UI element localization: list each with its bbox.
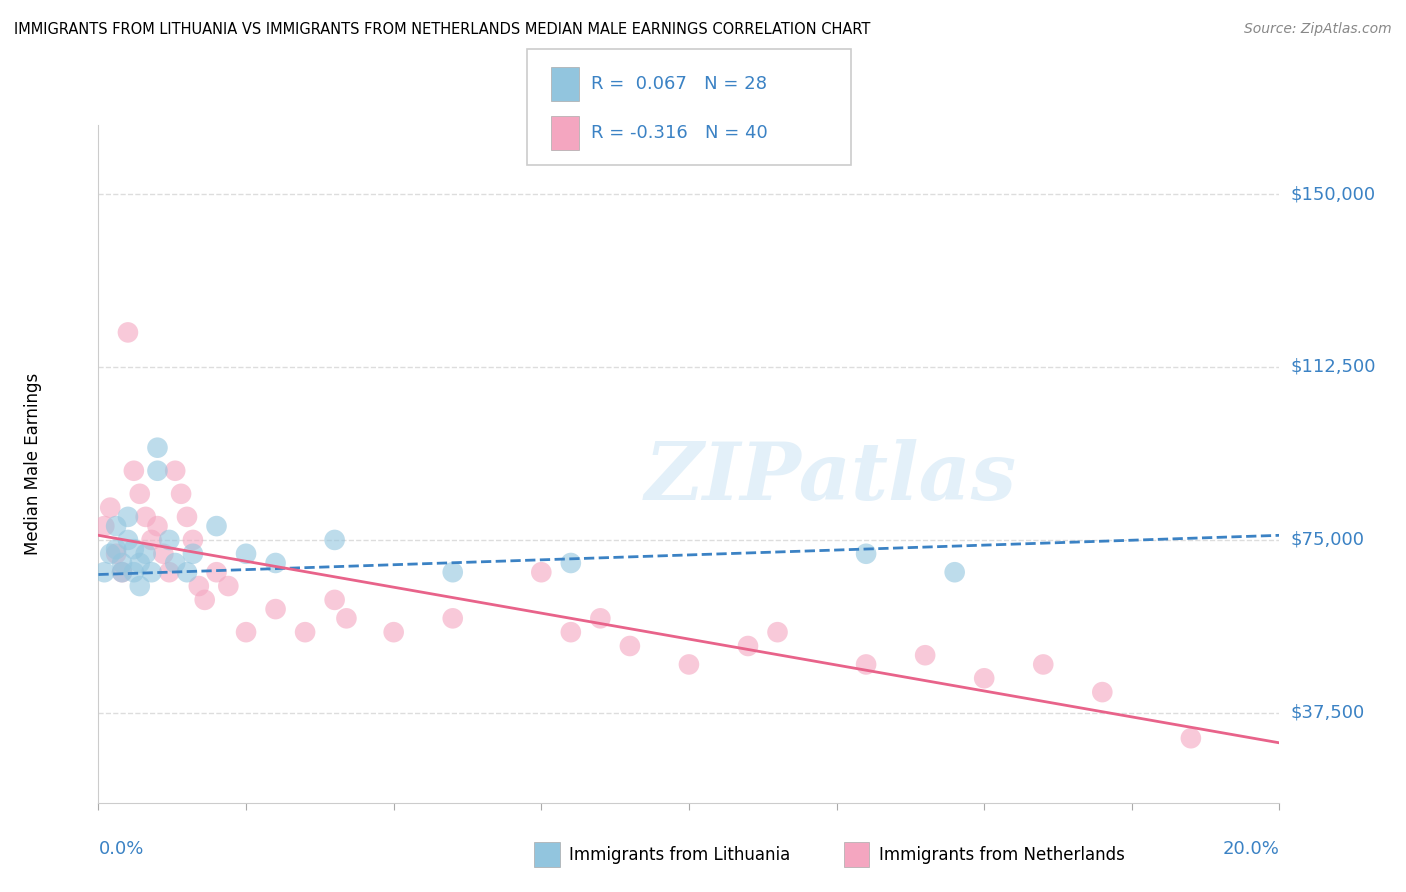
Point <box>943 565 966 579</box>
Point <box>122 542 145 557</box>
Text: IMMIGRANTS FROM LITHUANIA VS IMMIGRANTS FROM NETHERLANDS MEDIAN MALE EARNINGS CO: IMMIGRANTS FROM LITHUANIA VS IMMIGRANTS … <box>14 22 870 37</box>
Point <box>205 565 228 579</box>
Text: $37,500: $37,500 <box>1291 704 1365 722</box>
Point <box>855 547 877 561</box>
Point <box>1032 657 1054 672</box>
Point <box>187 579 209 593</box>
Point <box>157 533 180 547</box>
Point <box>128 556 150 570</box>
Text: 0.0%: 0.0% <box>98 839 143 858</box>
Point <box>335 611 357 625</box>
Point <box>264 556 287 570</box>
Text: R =  0.067   N = 28: R = 0.067 N = 28 <box>591 75 766 93</box>
Text: ZIPatlas: ZIPatlas <box>644 439 1017 516</box>
Point <box>619 639 641 653</box>
Point <box>146 464 169 478</box>
Point <box>294 625 316 640</box>
Point <box>973 671 995 685</box>
Point <box>122 565 145 579</box>
Point <box>117 509 139 524</box>
Point <box>93 519 115 533</box>
Point <box>98 500 121 515</box>
Point <box>323 593 346 607</box>
Point <box>111 565 134 579</box>
Point <box>141 565 163 579</box>
Point <box>1180 731 1202 746</box>
Point <box>165 556 187 570</box>
Text: Immigrants from Lithuania: Immigrants from Lithuania <box>569 846 790 863</box>
Point <box>323 533 346 547</box>
Point <box>181 547 204 561</box>
Point <box>176 509 198 524</box>
Point <box>217 579 239 593</box>
Point <box>855 657 877 672</box>
Point <box>235 625 257 640</box>
Point <box>1091 685 1114 699</box>
Point <box>530 565 553 579</box>
Point <box>128 487 150 501</box>
Point <box>122 464 145 478</box>
Point <box>914 648 936 663</box>
Point <box>111 565 134 579</box>
Text: $112,500: $112,500 <box>1291 358 1376 376</box>
Point <box>205 519 228 533</box>
Text: Source: ZipAtlas.com: Source: ZipAtlas.com <box>1244 22 1392 37</box>
Text: Immigrants from Netherlands: Immigrants from Netherlands <box>879 846 1125 863</box>
Point <box>560 625 582 640</box>
Point <box>560 556 582 570</box>
Point <box>141 533 163 547</box>
Text: $150,000: $150,000 <box>1291 185 1375 203</box>
Point <box>117 326 139 340</box>
Point <box>105 542 128 557</box>
Point <box>235 547 257 561</box>
Point <box>181 533 204 547</box>
Point <box>382 625 405 640</box>
Text: Median Male Earnings: Median Male Earnings <box>24 373 42 555</box>
Point <box>170 487 193 501</box>
Point <box>135 509 157 524</box>
Point <box>589 611 612 625</box>
Point <box>441 565 464 579</box>
Point <box>128 579 150 593</box>
Point <box>146 519 169 533</box>
Point <box>111 556 134 570</box>
Point <box>441 611 464 625</box>
Text: $75,000: $75,000 <box>1291 531 1365 549</box>
Point <box>157 565 180 579</box>
Text: 20.0%: 20.0% <box>1223 839 1279 858</box>
Text: R = -0.316   N = 40: R = -0.316 N = 40 <box>591 124 768 142</box>
Point <box>105 547 128 561</box>
Point <box>264 602 287 616</box>
Point <box>146 441 169 455</box>
Point <box>135 547 157 561</box>
Point <box>165 464 187 478</box>
Point <box>176 565 198 579</box>
Point <box>93 565 115 579</box>
Point <box>152 547 174 561</box>
Point <box>98 547 121 561</box>
Point <box>105 519 128 533</box>
Point <box>117 533 139 547</box>
Point <box>678 657 700 672</box>
Point <box>766 625 789 640</box>
Point <box>737 639 759 653</box>
Point <box>194 593 217 607</box>
